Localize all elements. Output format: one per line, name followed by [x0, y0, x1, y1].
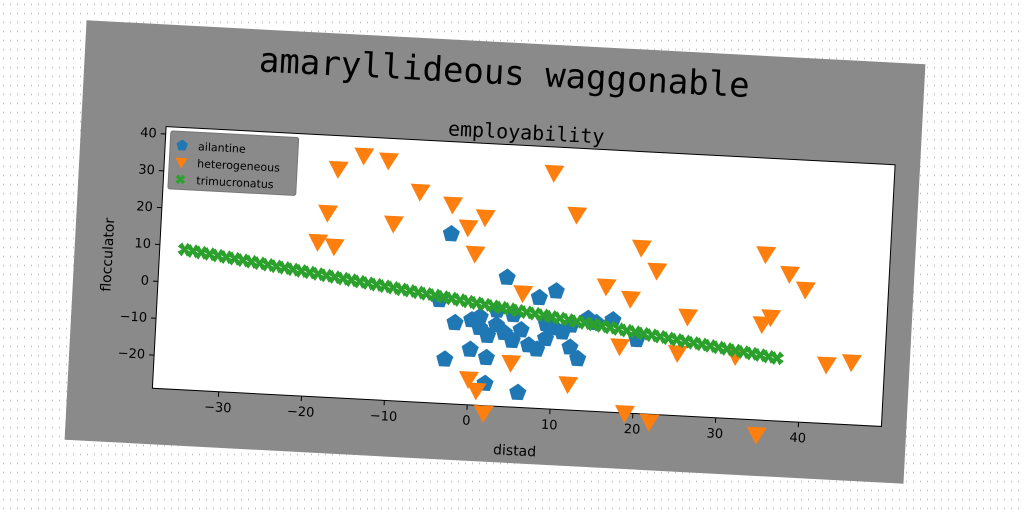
data-point	[473, 404, 494, 423]
legend-label: ailantine	[198, 140, 247, 155]
data-point	[324, 238, 345, 257]
data-point	[816, 356, 837, 375]
x-axis-label: distad	[493, 442, 537, 460]
x-tick-label: −30	[204, 400, 232, 416]
data-point	[530, 288, 549, 306]
x-tick-label: 30	[706, 426, 723, 442]
data-point	[475, 209, 496, 228]
x-tick-label: −20	[287, 404, 315, 420]
y-tick-label: 30	[138, 163, 155, 179]
y-tick-label: 40	[140, 126, 157, 142]
data-point	[458, 219, 479, 238]
data-point	[501, 354, 522, 373]
data-point	[639, 413, 660, 432]
data-point	[466, 382, 487, 401]
data-point	[558, 376, 579, 395]
x-tick-label: 10	[541, 418, 558, 434]
y-tick-label: 20	[136, 199, 153, 215]
data-point	[498, 268, 516, 286]
y-tick-label: 0	[140, 273, 149, 288]
data-point	[795, 281, 816, 300]
y-axis-label: flocculator	[98, 217, 118, 292]
legend-marker	[175, 174, 186, 185]
data-point	[610, 338, 631, 357]
data-point	[544, 164, 565, 183]
legend-entry: ailantine	[176, 139, 246, 156]
data-point	[513, 285, 534, 304]
legend-marker	[176, 139, 188, 151]
data-point	[442, 224, 460, 242]
data-point	[631, 239, 652, 258]
x-tick-label: −10	[369, 409, 397, 425]
data-point	[446, 313, 464, 331]
data-point	[569, 349, 587, 367]
data-point	[354, 147, 375, 166]
data-point	[471, 307, 489, 325]
data-point	[308, 233, 329, 252]
data-point	[667, 344, 688, 363]
data-point	[384, 215, 405, 234]
data-point	[509, 383, 527, 401]
legend-label: heterogeneous	[197, 157, 281, 174]
data-point	[318, 204, 339, 223]
data-point	[746, 426, 767, 445]
chart-suptitle: amaryllideous waggonable	[258, 40, 751, 106]
legend-marker	[175, 157, 188, 169]
legend-entry: trimucronatus	[175, 174, 274, 191]
data-point	[756, 246, 777, 265]
legend-label: trimucronatus	[196, 174, 274, 191]
data-point	[465, 245, 486, 264]
y-tick-label: 10	[134, 236, 151, 252]
data-point	[614, 404, 635, 423]
data-point	[547, 282, 565, 299]
y-tick-label: −10	[119, 309, 147, 325]
data-point	[328, 160, 349, 179]
x-tick-label: 40	[789, 431, 806, 447]
x-tick-label: 20	[623, 422, 640, 438]
data-point	[647, 262, 668, 281]
series-trimucronatus	[177, 242, 785, 366]
data-point	[561, 338, 579, 355]
y-tick-label: −20	[117, 346, 145, 362]
data-point	[761, 309, 782, 328]
data-point	[436, 350, 454, 367]
data-point	[458, 370, 479, 389]
series-ailantine	[431, 224, 646, 401]
data-point	[477, 348, 495, 366]
data-point	[567, 206, 588, 225]
legend-entry: heterogeneous	[175, 157, 281, 175]
data-point	[443, 196, 464, 215]
x-axis: −30 −20 −10 0 10 20 30 40	[204, 391, 806, 447]
data-point	[596, 278, 617, 297]
data-point	[780, 265, 801, 284]
x-tick-label: 0	[462, 414, 471, 429]
data-point	[620, 290, 641, 309]
y-axis: −20 −10 0 10 20 30 40	[117, 126, 166, 363]
chart-figure: amaryllideous waggonable employability −…	[64, 20, 926, 484]
data-point	[379, 152, 400, 171]
data-marks	[177, 147, 862, 445]
legend-box	[167, 130, 300, 196]
data-point	[461, 340, 479, 357]
data-point	[769, 351, 785, 366]
data-point	[512, 320, 530, 338]
scatter-chart: amaryllideous waggonable employability −…	[98, 40, 896, 460]
data-point	[841, 354, 862, 373]
data-point	[410, 183, 431, 202]
plot-area	[151, 126, 896, 427]
data-point	[678, 308, 699, 327]
